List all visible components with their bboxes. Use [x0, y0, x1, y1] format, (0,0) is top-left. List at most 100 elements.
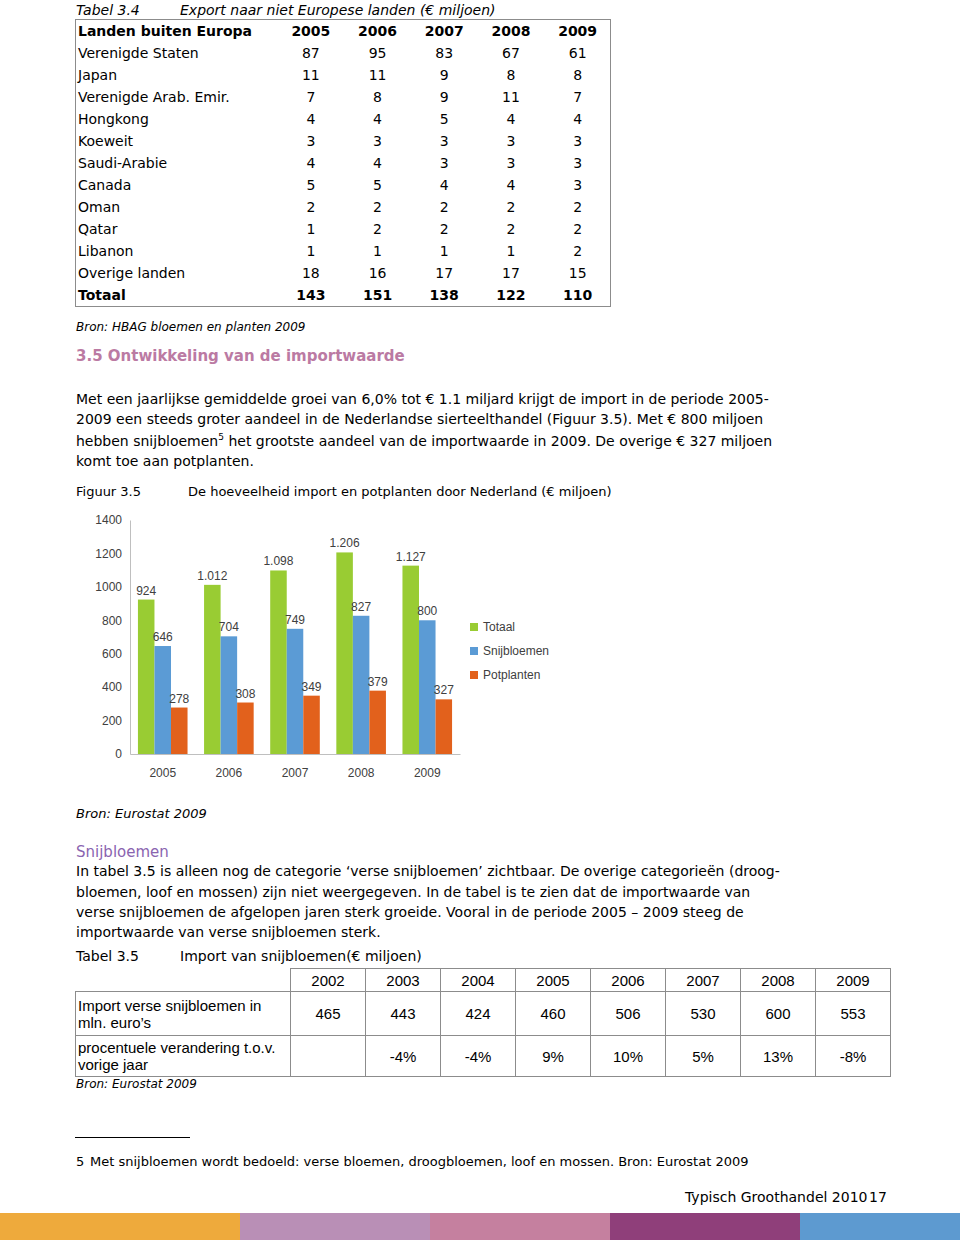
table-cell: 3	[410, 130, 477, 152]
table-cell: 3	[477, 152, 544, 174]
table-cell: -4%	[441, 1036, 516, 1077]
tick-label: 2009	[414, 766, 441, 780]
table-cell: 4	[477, 174, 544, 196]
legend-label: Totaal	[483, 620, 515, 634]
table-cell: 5	[343, 174, 410, 196]
table-row: Verenigde Staten8795836761	[76, 42, 611, 64]
table-cell: 2	[543, 218, 610, 240]
table-cell: 5	[410, 108, 477, 130]
table-cell: 143	[277, 284, 344, 307]
footnote-text: Met snijbloemen wordt bedoeld: verse blo…	[90, 1154, 748, 1169]
table-cell: 2004	[441, 969, 516, 992]
table-cell: 3	[277, 130, 344, 152]
table-cell: 424	[441, 992, 516, 1036]
table-cell: 4	[410, 174, 477, 196]
table-cell: 2008	[741, 969, 816, 992]
bar	[237, 703, 254, 754]
table-cell: Qatar	[76, 218, 277, 240]
legend-item: Snijbloemen	[470, 644, 549, 658]
table-cell: 122	[477, 284, 544, 307]
table-cell: 8	[477, 64, 544, 86]
tick-label: 1200	[95, 547, 122, 561]
table-cell: 2003	[366, 969, 441, 992]
table-source: Bron: HBAG bloemen en planten 2009	[76, 320, 305, 334]
data-label: 1.127	[396, 550, 426, 564]
data-label: 646	[153, 630, 173, 644]
table-cell: 2009	[543, 20, 610, 43]
table-cell: 506	[591, 992, 666, 1036]
table-cell: Koeweit	[76, 130, 277, 152]
bars	[138, 552, 452, 754]
chart-title: De hoeveelheid import en potplanten door…	[188, 484, 612, 499]
bar	[436, 699, 453, 754]
tick: 2005	[149, 754, 176, 780]
paragraph-line: komt toe aan potplanten.	[76, 453, 254, 469]
data-label: 749	[285, 613, 305, 627]
table-cell: 3	[410, 152, 477, 174]
table-cell: procentuele verandering t.o.v. vorige ja…	[76, 1036, 291, 1077]
table-cell: 2	[410, 196, 477, 218]
table-cell: 9	[410, 64, 477, 86]
data-label: 800	[417, 604, 437, 618]
table-cell: 3	[477, 130, 544, 152]
table-cell: 1	[277, 240, 344, 262]
tick: 1200	[95, 547, 130, 561]
table-cell: 8	[543, 64, 610, 86]
table-cell: 13%	[741, 1036, 816, 1077]
x-axis: 20052006200720082009	[131, 754, 461, 780]
table-cell: 2	[543, 240, 610, 262]
tick-label: 600	[102, 647, 122, 661]
table-cell: 2	[543, 196, 610, 218]
table-cell: Verenigde Arab. Emir.	[76, 86, 277, 108]
table-row: Import verse snijbloemen in mln. euro’s4…	[76, 992, 891, 1036]
table-cell: 2	[477, 218, 544, 240]
table-cell: 11	[343, 64, 410, 86]
paragraph-line: importwaarde van verse snijbloemen sterk…	[76, 924, 381, 940]
table: 20022003200420052006200720082009Import v…	[75, 968, 891, 1077]
footnote-ref: 5	[218, 432, 224, 442]
table-cell: 95	[343, 42, 410, 64]
footer-text: Typisch Groothandel 2010	[685, 1189, 867, 1205]
table-cell: 8	[343, 86, 410, 108]
table-cell: Verenigde Staten	[76, 42, 277, 64]
data-label: 349	[302, 680, 322, 694]
table-caption: Import van snijbloemen(€ miljoen)	[180, 948, 422, 964]
tick-label: 400	[102, 680, 122, 694]
table-cell: 5%	[666, 1036, 741, 1077]
tick: 2008	[348, 754, 375, 780]
table-cell: 4	[543, 108, 610, 130]
table-cell: -4%	[366, 1036, 441, 1077]
tick: 0	[115, 747, 130, 761]
table-cell: 15	[543, 262, 610, 284]
table-cell: 87	[277, 42, 344, 64]
table: Landen buiten Europa20052006200720082009…	[75, 19, 611, 307]
bar	[171, 708, 188, 754]
table-cell: 4	[343, 152, 410, 174]
legend: TotaalSnijbloemenPotplanten	[470, 620, 549, 682]
data-label: 1.098	[263, 554, 293, 568]
text-span: het grootste aandeel van de importwaarde…	[224, 433, 772, 449]
table-cell: 553	[816, 992, 891, 1036]
table-cell: 17	[477, 262, 544, 284]
legend-swatch	[470, 647, 478, 655]
table-cell: 2	[343, 196, 410, 218]
axis-line	[131, 754, 461, 755]
table-cell: 83	[410, 42, 477, 64]
table-cell: 61	[543, 42, 610, 64]
subheading: Snijbloemen	[76, 843, 169, 861]
tick: 2009	[414, 754, 441, 780]
chart: 0200400600800100012001400200520062007200…	[75, 505, 635, 795]
table-cell: 2005	[516, 969, 591, 992]
table-cell: 460	[516, 992, 591, 1036]
bar	[204, 585, 221, 754]
tick: 600	[102, 647, 130, 661]
table-row: Verenigde Arab. Emir.789117	[76, 86, 611, 108]
table-row: 20022003200420052006200720082009	[76, 969, 891, 992]
page: Tabel 3.4Export naar niet Europese lande…	[0, 0, 960, 1240]
data-label: 827	[351, 600, 371, 614]
tick-label: 2006	[216, 766, 243, 780]
tick: 200	[102, 714, 130, 728]
table-cell: 138	[410, 284, 477, 307]
table-cell: 11	[277, 64, 344, 86]
table-cell: 2006	[591, 969, 666, 992]
